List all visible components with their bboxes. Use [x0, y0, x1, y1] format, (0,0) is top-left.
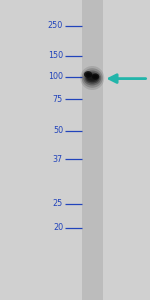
Text: 250: 250: [48, 21, 63, 30]
Bar: [82, 0, 103, 300]
Ellipse shape: [92, 74, 99, 80]
Text: 150: 150: [48, 51, 63, 60]
Text: 20: 20: [53, 224, 63, 232]
Ellipse shape: [82, 68, 103, 88]
Ellipse shape: [86, 73, 90, 76]
Text: 50: 50: [53, 126, 63, 135]
Ellipse shape: [93, 75, 98, 78]
Ellipse shape: [85, 72, 100, 84]
Ellipse shape: [83, 70, 101, 86]
Ellipse shape: [86, 74, 99, 82]
Ellipse shape: [87, 75, 98, 81]
Text: 100: 100: [48, 72, 63, 81]
Ellipse shape: [80, 66, 104, 90]
Text: 25: 25: [53, 200, 63, 208]
Text: 37: 37: [53, 154, 63, 164]
Ellipse shape: [84, 71, 92, 78]
Text: 75: 75: [53, 94, 63, 103]
